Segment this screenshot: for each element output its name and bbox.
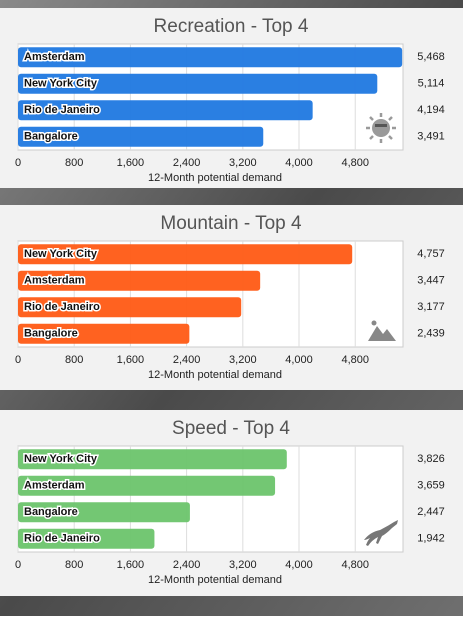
x-tick-label: 4,000 xyxy=(285,559,313,571)
chart-title: Mountain - Top 4 xyxy=(160,213,302,234)
x-tick-label: 4,000 xyxy=(285,157,313,169)
x-tick-label: 2,400 xyxy=(173,559,201,571)
x-tick-label: 2,400 xyxy=(173,354,201,366)
chart-title: Speed - Top 4 xyxy=(172,418,290,439)
category-label: Bangalore xyxy=(24,328,78,340)
bar xyxy=(18,475,276,496)
x-axis-label: 12-Month potential demand xyxy=(148,172,282,184)
value-label: 4,194 xyxy=(417,104,445,116)
sun-icon xyxy=(366,113,396,143)
category-label: Rio de Janeiro xyxy=(24,104,100,116)
x-tick-label: 1,600 xyxy=(117,559,145,571)
category-label: Rio de Janeiro xyxy=(24,533,100,545)
bar xyxy=(18,297,242,318)
bar xyxy=(18,100,313,121)
bar xyxy=(18,449,287,470)
bar xyxy=(18,502,190,523)
x-tick-label: 3,200 xyxy=(229,559,257,571)
x-tick-label: 0 xyxy=(15,354,21,366)
category-label: Amsterdam xyxy=(24,51,85,63)
cheetah-icon xyxy=(364,520,398,546)
x-tick-label: 800 xyxy=(65,354,83,366)
value-label: 1,942 xyxy=(417,533,445,545)
value-label: 3,491 xyxy=(417,131,445,143)
value-label: 3,826 xyxy=(417,453,445,465)
x-tick-label: 3,200 xyxy=(229,157,257,169)
charts: Recreation - Top 4 0 800 1,600 2,400 3,200 4,0… xyxy=(15,16,445,586)
category-label: Amsterdam xyxy=(24,480,85,492)
x-tick-label: 4,800 xyxy=(341,354,369,366)
value-label: 5,114 xyxy=(418,78,445,90)
category-label: New York City xyxy=(24,453,98,465)
bar xyxy=(18,244,353,265)
value-label: 4,757 xyxy=(417,248,445,260)
x-axis-label: 12-Month potential demand xyxy=(148,369,282,381)
category-label: Bangalore xyxy=(24,131,78,143)
mountain-icon xyxy=(368,320,396,341)
x-tick-label: 4,000 xyxy=(285,354,313,366)
x-tick-label: 800 xyxy=(65,157,83,169)
bar xyxy=(18,73,378,94)
bar xyxy=(18,270,261,291)
value-label: 5,468 xyxy=(417,51,445,63)
bar xyxy=(18,323,190,344)
x-tick-label: 0 xyxy=(15,559,21,571)
x-tick-label: 1,600 xyxy=(117,354,145,366)
x-tick-label: 0 xyxy=(15,157,21,169)
x-tick-label: 1,600 xyxy=(117,157,145,169)
category-label: Amsterdam xyxy=(24,275,85,287)
x-tick-label: 800 xyxy=(65,559,83,571)
chart-title: Recreation - Top 4 xyxy=(154,16,309,37)
category-label: New York City xyxy=(24,78,98,90)
x-tick-label: 4,800 xyxy=(341,559,369,571)
value-label: 3,659 xyxy=(417,480,445,492)
category-label: Rio de Janeiro xyxy=(24,301,100,313)
x-tick-label: 2,400 xyxy=(173,157,201,169)
bar xyxy=(18,126,264,147)
bar xyxy=(18,47,403,68)
category-label: Bangalore xyxy=(24,506,78,518)
bar xyxy=(18,528,155,549)
value-label: 2,439 xyxy=(417,328,445,340)
value-label: 2,447 xyxy=(417,506,445,518)
category-label: New York City xyxy=(24,248,98,260)
x-tick-label: 4,800 xyxy=(341,157,369,169)
x-axis-label: 12-Month potential demand xyxy=(148,574,282,586)
value-label: 3,447 xyxy=(417,275,445,287)
value-label: 3,177 xyxy=(417,301,445,313)
x-tick-label: 3,200 xyxy=(229,354,257,366)
